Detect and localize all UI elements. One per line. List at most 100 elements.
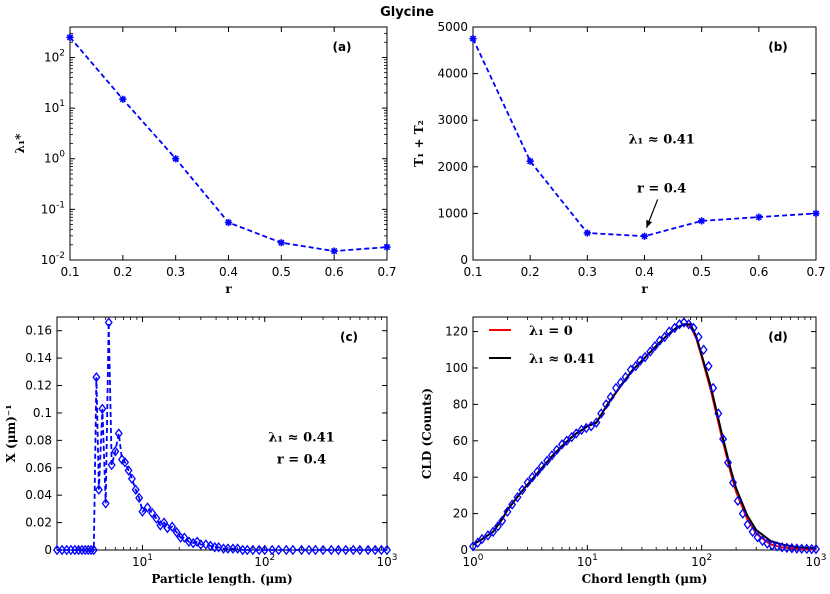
data-point (66, 33, 74, 41)
x-tick-label: 0.4 (635, 265, 654, 279)
data-point (778, 541, 787, 553)
data-point (143, 502, 152, 513)
data-point (665, 326, 674, 337)
data-point (468, 541, 478, 552)
data-point (583, 229, 591, 237)
x-tick-label: 102 (691, 553, 712, 569)
data-point (602, 399, 611, 410)
data-point (114, 428, 123, 439)
y-axis-label: λ₁* (13, 133, 27, 154)
data-point (640, 232, 649, 240)
data-point (552, 444, 561, 456)
y-tick-label: 101 (44, 99, 65, 115)
y-tick-label: 102 (44, 48, 65, 64)
data-point (611, 382, 620, 394)
data-point (377, 544, 386, 556)
panel-b: 0.1 0.2 0.3 0.4 0.5 0.6 0.7 0 1000 2000 3000 4000 50… (412, 20, 826, 296)
x-tick-label: 0.2 (113, 265, 132, 279)
y-tick-label: 40 (453, 470, 468, 484)
y-axis-label: X (μm)⁻¹ (4, 405, 18, 463)
data-point (513, 491, 522, 503)
data-point (616, 377, 625, 388)
data-point (148, 507, 157, 519)
y-tick-label: 0.16 (25, 324, 52, 338)
y-tick-label: 60 (453, 434, 468, 448)
data-point (650, 340, 659, 352)
data-point (723, 457, 733, 468)
x-tick-label: 102 (254, 553, 275, 569)
x-tick-label: 0.6 (325, 265, 344, 279)
data-point (728, 477, 738, 488)
data-point (543, 455, 552, 467)
panel-tag: (d) (768, 330, 788, 344)
data-point (689, 322, 698, 334)
y-tick-label: 0.12 (25, 379, 52, 393)
data-point (797, 543, 806, 554)
data-point (743, 519, 752, 530)
panel-c: 101 102 103 0 0.02 0.04 0.06 0.08 0.1 0.12 0.14 0.1… (4, 316, 398, 586)
x-tick-label: 0.7 (377, 265, 396, 279)
data-point (679, 317, 688, 328)
data-point (812, 209, 820, 217)
data-point (98, 403, 107, 415)
legend-label: λ₁ = 0 (529, 324, 573, 339)
data-point (268, 544, 277, 556)
y-tick-label: 20 (453, 507, 468, 521)
data-point (694, 331, 703, 343)
data-point (304, 544, 313, 556)
x-tick-label: 101 (132, 553, 153, 569)
data-point (135, 492, 144, 504)
y-tick-label: 2000 (437, 160, 468, 174)
y-tick-label: 0.02 (25, 516, 52, 530)
data-point (763, 538, 772, 549)
data-point (533, 466, 542, 477)
x-tick-label: 103 (376, 553, 397, 569)
data-point (755, 213, 763, 221)
data-point (572, 428, 581, 439)
data-point (138, 506, 147, 517)
data-point (592, 417, 601, 428)
panel-tag: (a) (332, 40, 351, 54)
data-point (193, 536, 202, 548)
x-axis-label: r (225, 282, 232, 296)
data-point (748, 526, 757, 538)
axes-box (56, 316, 388, 551)
data-point (483, 530, 492, 541)
data-point (704, 360, 713, 372)
data-point (152, 513, 161, 524)
x-tick-label: 0.7 (806, 265, 825, 279)
y-tick-label: 120 (445, 325, 468, 339)
y-tick-label: 0.14 (25, 351, 52, 365)
data-point (684, 319, 693, 330)
y-tick-label: 0.04 (25, 488, 52, 502)
data-point (498, 515, 507, 527)
data-point (77, 544, 86, 556)
data-point (567, 431, 576, 443)
x-tick-label: 0.4 (219, 265, 238, 279)
data-point (557, 439, 566, 450)
data-point (714, 408, 723, 419)
y-tick-label: 80 (453, 397, 468, 411)
data-point (698, 217, 706, 225)
x-tick-label: 0.6 (749, 265, 768, 279)
x-tick-label: 0.3 (166, 265, 185, 279)
data-point (311, 544, 320, 556)
y-tick-label: 100 (44, 150, 65, 166)
data-point (341, 544, 350, 556)
data-point (74, 544, 83, 556)
data-point (636, 355, 645, 366)
data-point (526, 157, 534, 165)
data-point (382, 544, 392, 556)
data-point (562, 435, 571, 447)
data-point (319, 544, 328, 556)
data-point (709, 382, 718, 394)
data-point (172, 526, 181, 538)
data-point (282, 544, 291, 556)
data-point (81, 544, 90, 556)
x-tick-label: 0.1 (463, 265, 482, 279)
data-point (184, 536, 193, 548)
y-tick-label: 4000 (437, 67, 468, 81)
data-point (233, 543, 242, 554)
data-point (92, 372, 101, 383)
